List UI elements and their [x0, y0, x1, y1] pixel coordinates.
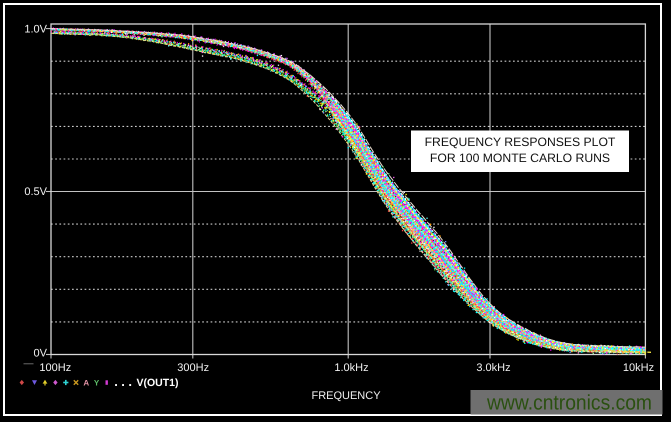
svg-text:A: A — [83, 379, 89, 388]
svg-text:0V: 0V — [34, 347, 48, 359]
svg-text:Y: Y — [94, 379, 100, 388]
svg-text:3.0kHz: 3.0kHz — [476, 362, 510, 374]
svg-text:0.5V: 0.5V — [24, 186, 47, 198]
svg-text:V(OUT1): V(OUT1) — [137, 377, 179, 389]
svg-text:1.0V: 1.0V — [24, 24, 47, 36]
svg-text:FREQUENCY: FREQUENCY — [311, 390, 381, 402]
svg-text:www.cntronics.com: www.cntronics.com — [486, 392, 652, 415]
svg-text:1.0kHz: 1.0kHz — [334, 362, 368, 374]
svg-text:300Hz: 300Hz — [177, 362, 209, 374]
svg-text:FOR 100 MONTE CARLO RUNS: FOR 100 MONTE CARLO RUNS — [430, 151, 610, 165]
svg-text:100Hz: 100Hz — [39, 362, 71, 374]
svg-text:...: ... — [114, 374, 135, 389]
svg-text:10kHz: 10kHz — [623, 362, 654, 374]
svg-text:FREQUENCY RESPONSES PLOT: FREQUENCY RESPONSES PLOT — [425, 135, 616, 149]
